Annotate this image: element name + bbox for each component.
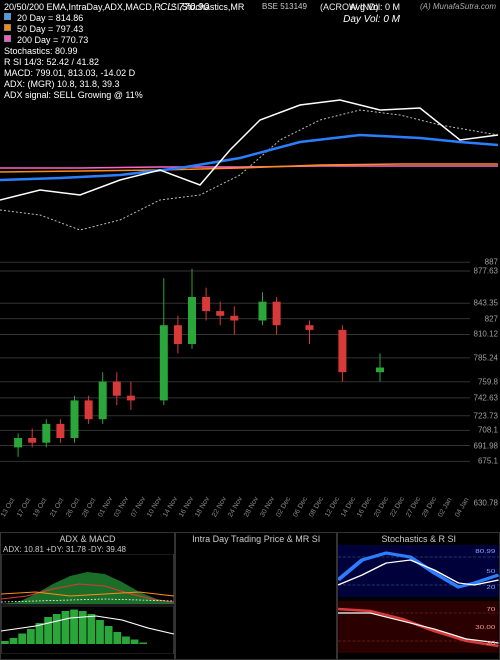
ema50-label: 50 Day = 797.43: [17, 24, 83, 35]
rsi-label: R SI 14/3: 52.42 / 41.82: [4, 57, 99, 68]
svg-text:20: 20: [487, 585, 496, 590]
macd-label: MACD: 799.01, 813.03, -14.02 D: [4, 68, 135, 79]
avg-volume: Avg Vol: 0 M: [350, 2, 400, 12]
day-volume: Day Vol: 0 M: [343, 14, 400, 25]
svg-text:50: 50: [487, 569, 496, 574]
watermark: (A) MunafaSutra.com: [420, 2, 496, 11]
candlestick-chart: 887877.63843.35827810.12785.24759.8742.6…: [0, 250, 500, 520]
ema20-label: 20 Day = 814.86: [17, 13, 83, 24]
stoch-panel-title: Stochastics & R SI: [338, 533, 499, 545]
ema200-label: 200 Day = 770.73: [17, 35, 88, 46]
svg-text:70: 70: [487, 607, 496, 612]
stochastics-panel: Stochastics & R SI 80.99 50 20 70 30.00 30: [337, 532, 500, 660]
indicators-list: 20/50/200 EMA,IntraDay,ADX,MACD,R: [4, 2, 161, 13]
svg-text:80.99: 80.99: [476, 549, 496, 554]
intraday-title: Intra Day Trading Price & MR SI: [176, 533, 337, 545]
close-price: CL: 770.90: [160, 2, 209, 13]
header-info: 20/50/200 EMA,IntraDay,ADX,MACD,R SI,Sto…: [0, 0, 500, 80]
adx-macd-panel: ADX & MACD ADX: 10.81 +DY: 31.78 -DY: 39…: [0, 532, 175, 660]
adx-values: ADX: 10.81 +DY: 31.78 -DY: 39.48: [1, 545, 174, 554]
svg-text:30.00: 30.00: [476, 625, 496, 630]
svg-text:30: 30: [487, 641, 496, 646]
adx-panel-title: ADX & MACD: [1, 533, 174, 545]
stoch-label: Stochastics: 80.99: [4, 46, 78, 57]
indicator-overlay-chart: [0, 80, 500, 240]
sub-panels: ADX & MACD ADX: 10.81 +DY: 31.78 -DY: 39…: [0, 532, 500, 660]
intraday-panel: Intra Day Trading Price & MR SI: [175, 532, 338, 660]
ticker-code: BSE 513149: [262, 2, 307, 11]
